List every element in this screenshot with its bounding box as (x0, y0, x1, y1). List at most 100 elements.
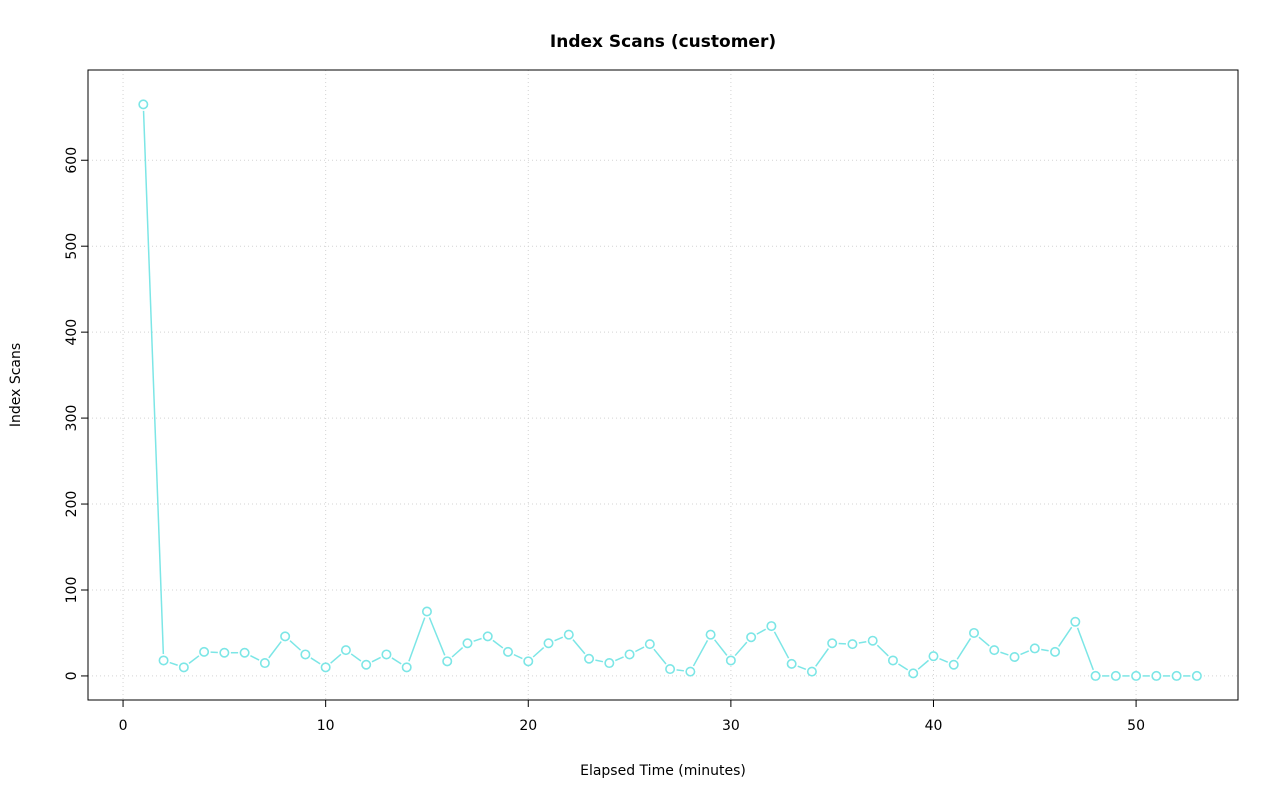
data-point (786, 658, 797, 669)
series-segment (1041, 648, 1049, 652)
data-point (280, 631, 291, 642)
data-point (1110, 670, 1121, 681)
data-point (138, 99, 149, 110)
series-segment (572, 639, 586, 655)
series-segment (714, 639, 728, 656)
data-point (1009, 652, 1020, 663)
series-segment (428, 617, 446, 656)
series-segment (858, 641, 867, 644)
series-segment (513, 653, 523, 660)
y-tick-label: 100 (64, 577, 80, 604)
data-point (300, 649, 311, 660)
series-segment (188, 655, 200, 664)
x-tick-label: 10 (317, 718, 335, 734)
plot-border (87, 69, 1239, 701)
data-point (1029, 643, 1040, 654)
series-segment (554, 636, 564, 642)
data-point (989, 645, 1000, 656)
series-segment (898, 663, 909, 671)
data-point (442, 656, 453, 667)
series-segment (734, 641, 748, 657)
data-point (867, 635, 878, 646)
series-segment (1058, 626, 1073, 647)
series-segment (815, 648, 830, 667)
data-point (584, 653, 595, 664)
series-segment (1076, 627, 1094, 671)
data-point (178, 662, 189, 673)
series-segment (142, 110, 165, 654)
y-tick-label: 200 (64, 491, 80, 518)
data-point (827, 638, 838, 649)
series-segment (330, 653, 342, 664)
series-segment (1000, 651, 1009, 656)
series-segment (169, 661, 178, 666)
data-point (1151, 670, 1162, 681)
data-point (219, 647, 230, 658)
y-tick-label: 600 (64, 147, 80, 174)
series-segment (756, 628, 767, 635)
data-point (624, 649, 635, 660)
series-segment (876, 644, 889, 657)
data-point (1131, 670, 1142, 681)
data-point (239, 647, 250, 658)
y-tick-label: 400 (64, 319, 80, 346)
series-segment (595, 659, 604, 663)
series-segment (371, 656, 381, 663)
data-point (725, 655, 736, 666)
data-point (766, 621, 777, 632)
data-point (665, 664, 676, 675)
series-segment (310, 657, 321, 665)
series-segment (692, 640, 709, 667)
data-point (563, 629, 574, 640)
series-segment (676, 669, 684, 672)
data-point (705, 629, 716, 640)
x-tick-label: 0 (119, 718, 128, 734)
series-segment (391, 657, 402, 665)
data-point (806, 666, 817, 677)
series-segment (635, 646, 645, 653)
data-point (746, 632, 757, 643)
data-point (887, 655, 898, 666)
series-segment (614, 656, 624, 662)
data-point (523, 656, 534, 667)
y-tick-label: 500 (64, 233, 80, 260)
x-tick-label: 50 (1127, 718, 1145, 734)
series-segment (773, 631, 790, 659)
data-point (908, 668, 919, 679)
series-segment (1020, 650, 1030, 656)
chart-title: Index Scans (customer) (550, 32, 776, 52)
series-segment (250, 655, 260, 661)
x-tick-label: 40 (925, 718, 943, 734)
data-point (482, 631, 493, 642)
y-axis-label: Index Scans (8, 343, 24, 427)
data-point (421, 606, 432, 617)
series-segment (532, 647, 545, 658)
series-segment (289, 640, 302, 651)
data-point (1050, 646, 1061, 657)
data-point (401, 662, 412, 673)
data-point (1191, 670, 1202, 681)
data-point (928, 651, 939, 662)
gridlines (88, 70, 1238, 700)
series-segment (451, 647, 464, 658)
data-point (847, 639, 858, 650)
series-segment (917, 659, 930, 670)
data-point (969, 627, 980, 638)
data-point (948, 659, 959, 670)
data-point (503, 646, 514, 657)
data-point (604, 658, 615, 669)
data-series (138, 99, 1202, 681)
x-tick-label: 30 (722, 718, 740, 734)
series-segment (473, 637, 482, 642)
series-segment (797, 665, 807, 671)
data-point (644, 639, 655, 650)
series-segment (268, 641, 282, 659)
data-point (381, 649, 392, 660)
series-segment (939, 658, 949, 663)
data-point (361, 659, 372, 670)
series-segment (978, 636, 990, 647)
series-segment (408, 617, 426, 662)
data-point (1171, 670, 1182, 681)
